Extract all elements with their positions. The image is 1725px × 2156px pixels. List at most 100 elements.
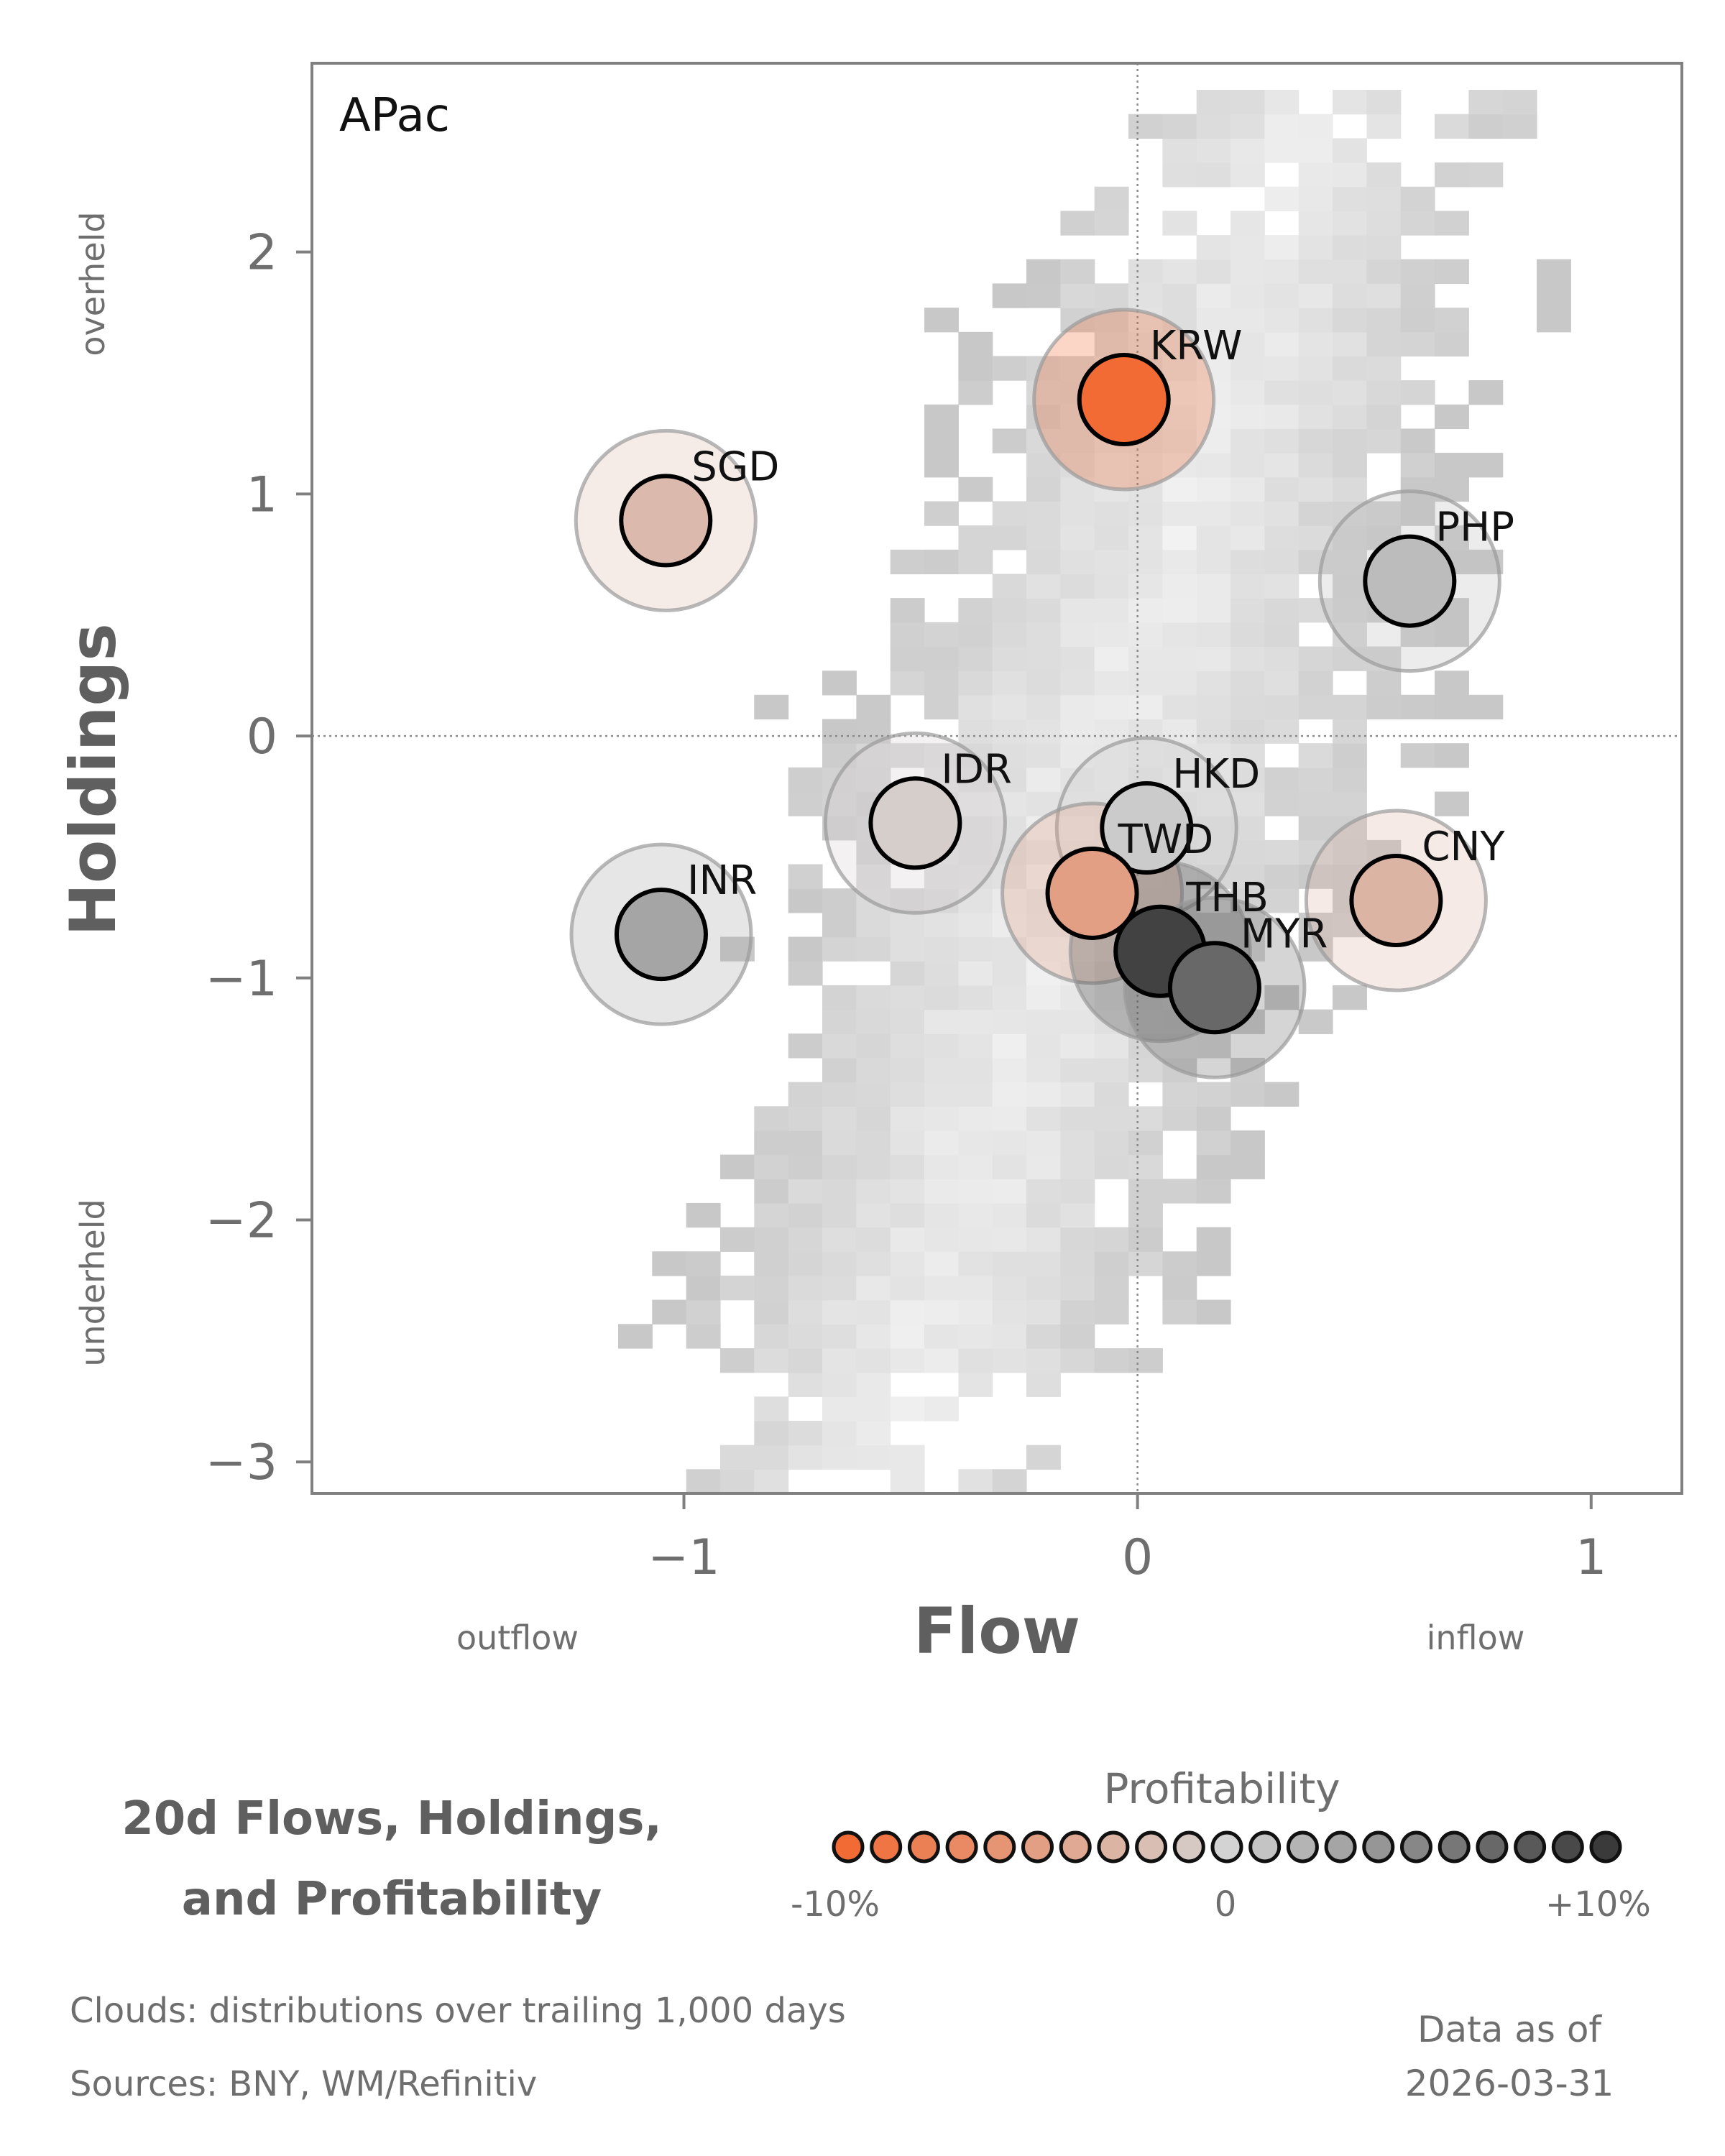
cloud-cell: [1026, 525, 1061, 550]
cloud-cell: [1333, 839, 1367, 865]
cloud-cell: [958, 816, 993, 841]
cloud-cell: [1230, 211, 1265, 236]
cloud-cell: [1094, 525, 1129, 550]
cloud-cell: [822, 719, 857, 744]
x-tick-label: −1: [648, 1529, 719, 1586]
cloud-cell: [1264, 428, 1300, 453]
cloud-cell: [958, 1130, 993, 1156]
cloud-cell: [958, 1299, 993, 1325]
cloud-cell: [1264, 864, 1300, 889]
cloud-cell: [924, 501, 959, 526]
cloud-cell: [1026, 1445, 1061, 1470]
cloud-cell: [1333, 404, 1367, 430]
cloud-cell: [720, 1445, 755, 1470]
cloud-cell: [992, 1106, 1027, 1131]
cloud-cell: [822, 1251, 857, 1276]
cloud-cell: [1128, 525, 1163, 550]
cloud-cell: [1094, 694, 1129, 720]
cloud-cell: [958, 1154, 993, 1179]
point-layer: [614, 353, 1457, 1035]
cloud-cell: [754, 1324, 789, 1349]
colorbar-swatch: [1551, 1830, 1584, 1864]
cloud-cell: [1230, 767, 1265, 793]
cloud-cell: [1264, 888, 1300, 913]
cloud-cell: [1060, 1251, 1095, 1276]
cloud-cell: [720, 1227, 755, 1252]
cloud-cell: [1128, 598, 1163, 623]
cloud-cell: [1366, 671, 1402, 696]
cloud-cell: [1230, 476, 1265, 502]
data-as-of-label: Data as of: [1417, 2009, 1602, 2050]
cloud-cell: [924, 404, 959, 430]
cloud-cell: [1435, 622, 1469, 648]
cloud-cell: [1333, 791, 1367, 816]
cloud-cell: [924, 622, 959, 648]
cloud-cell: [1060, 1082, 1095, 1107]
cloud-cell: [1094, 501, 1129, 526]
cloud-cell: [1230, 1082, 1265, 1107]
cloud-cell: [1026, 1227, 1061, 1252]
point-label-hkd: HKD: [1172, 751, 1260, 798]
cloud-cell: [1502, 114, 1537, 139]
cloud-cell: [924, 1106, 959, 1131]
cloud-cell: [1196, 1106, 1231, 1131]
cloud-cell: [1196, 283, 1231, 308]
cloud-cell: [1026, 549, 1061, 575]
cloud-cell: [1333, 598, 1367, 623]
cloud-cell: [720, 1154, 755, 1179]
cloud-cell: [754, 1299, 789, 1325]
cloud-cell: [1026, 259, 1061, 284]
cloud-cell: [958, 1227, 993, 1252]
cloud-cell: [1026, 404, 1061, 430]
cloud-cell: [1366, 380, 1402, 405]
cloud-cell: [1128, 1251, 1163, 1276]
cloud-cell: [686, 1276, 721, 1301]
cloud-cell: [924, 453, 959, 478]
cloud-cell: [856, 1445, 891, 1470]
cloud-cell: [652, 1251, 687, 1276]
cloud-cell: [1060, 936, 1095, 962]
cloud-cell: [822, 1445, 857, 1470]
cloud-cell: [1162, 1179, 1197, 1204]
profitability-colorbar: [832, 1830, 1622, 1864]
cloud-cell: [1060, 1106, 1095, 1131]
cloud-cell: [1264, 694, 1300, 720]
cloud-cell: [1026, 1348, 1061, 1373]
cloud-cell: [890, 1276, 925, 1301]
cloud-cell: [1196, 1154, 1231, 1179]
cloud-cell: [1333, 380, 1367, 405]
cloud-cell: [890, 1033, 925, 1059]
cloud-cell: [890, 1057, 925, 1083]
cloud-cell: [958, 476, 993, 502]
cloud-cell: [1298, 501, 1333, 526]
cloud-cell: [1230, 598, 1265, 623]
colorbar-max-label: +10%: [1545, 1884, 1651, 1925]
cloud-cell: [958, 549, 993, 575]
cloud-cell: [1264, 839, 1300, 865]
cloud-cell: [958, 719, 993, 744]
cloud-cell: [890, 549, 925, 575]
cloud-cell: [1128, 114, 1163, 139]
cloud-cell: [1333, 985, 1367, 1010]
cloud-cell: [1196, 1299, 1231, 1325]
chart-title-line-2: and Profitability: [181, 1873, 602, 1926]
cloud-cell: [1128, 331, 1163, 357]
cloud-cell: [1333, 453, 1367, 478]
cloud-cell: [1264, 791, 1300, 816]
cloud-cell: [788, 1372, 823, 1397]
cloud-cell: [1060, 453, 1095, 478]
cloud-cell: [1298, 694, 1333, 720]
cloud-cell: [1230, 308, 1265, 333]
cloud-cell: [856, 864, 891, 889]
cloud-cell: [924, 961, 959, 986]
cloud-cell: [1298, 259, 1333, 284]
cloud-cell: [958, 1179, 993, 1204]
panel-label: APac: [339, 89, 450, 142]
cloud-cell: [1060, 525, 1095, 550]
cloud-cell: [1366, 356, 1402, 381]
cloud-cell: [992, 1299, 1027, 1325]
cloud-cell: [822, 767, 857, 793]
cloud-cell: [1264, 767, 1300, 793]
cloud-cell: [1094, 743, 1129, 768]
cloud-cell: [1435, 331, 1469, 357]
